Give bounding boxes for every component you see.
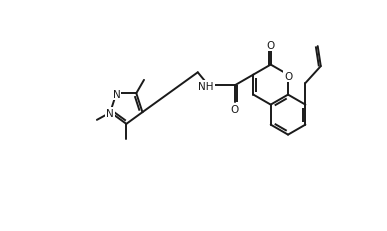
Text: O: O — [231, 104, 239, 114]
Text: N: N — [106, 109, 114, 119]
Text: N: N — [113, 90, 120, 100]
Text: NH: NH — [199, 82, 214, 92]
Text: O: O — [267, 41, 275, 51]
Text: O: O — [284, 71, 292, 81]
